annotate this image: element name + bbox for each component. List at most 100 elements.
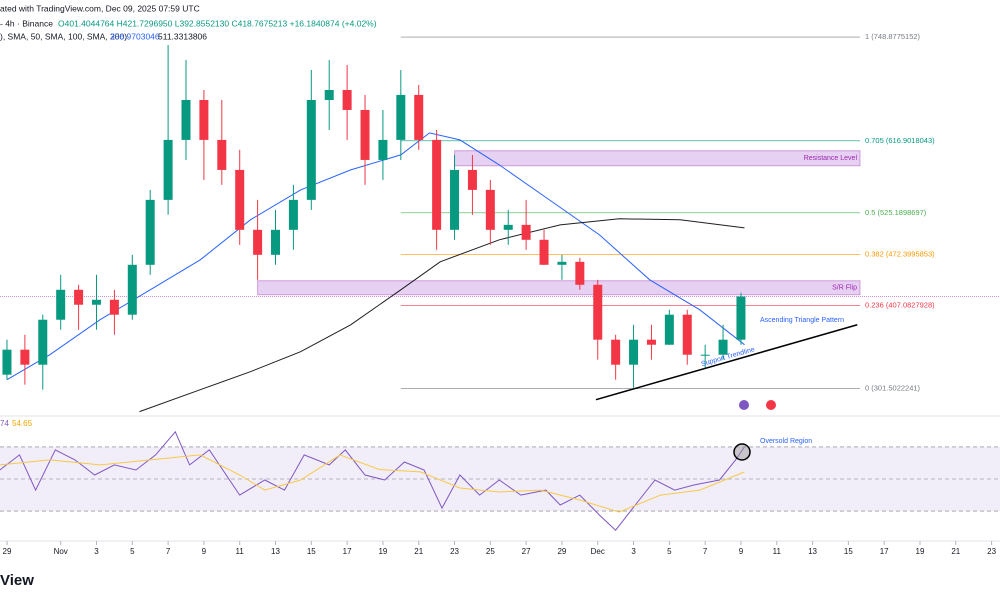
- candle-body: [253, 229, 263, 255]
- candle-body: [306, 99, 316, 200]
- candle-body: [432, 139, 442, 230]
- event-icon: [766, 400, 776, 410]
- candle-body: [271, 229, 281, 255]
- x-tick-label: 19: [378, 547, 387, 556]
- candle-body: [575, 261, 585, 285]
- candle-body: [109, 299, 119, 315]
- oversold-label: Oversold Region: [760, 438, 812, 445]
- candle-body: [20, 349, 30, 365]
- candle-body: [611, 339, 621, 365]
- candle-body: [145, 199, 155, 265]
- candle-body: [378, 139, 388, 160]
- header-line2: - 4h · Binance: [0, 18, 53, 28]
- x-tick-label: 11: [236, 547, 245, 556]
- indicator-line: [0, 430, 745, 531]
- x-tick-label: 19: [916, 547, 925, 556]
- header-line3: ), SMA, 50, SMA, 100, SMA, 200): [0, 31, 127, 41]
- x-tick-label: 3: [94, 547, 99, 556]
- candle-body: [181, 99, 191, 140]
- x-tick-label: 5: [667, 547, 672, 556]
- fib-label: 0.705 (616.9018043): [865, 136, 935, 145]
- header-ma1: 356.9703046: [110, 31, 160, 41]
- candle-body: [629, 339, 639, 365]
- candle-body: [342, 89, 352, 110]
- x-tick-label: 15: [307, 547, 316, 556]
- fib-label: 0.382 (472.3995853): [865, 249, 935, 258]
- candle-body: [593, 284, 603, 340]
- x-tick-label: 9: [739, 547, 744, 556]
- candle-body: [74, 289, 84, 305]
- x-tick-label: 17: [343, 547, 352, 556]
- candle-body: [38, 319, 48, 365]
- x-tick-label: 3: [631, 547, 636, 556]
- candle-body: [485, 189, 495, 230]
- candle-body: [199, 99, 209, 140]
- brand: View: [0, 572, 34, 589]
- candle-body: [56, 289, 66, 320]
- candle-body: [682, 314, 692, 355]
- zone: [257, 280, 861, 296]
- x-tick-label: 21: [414, 547, 423, 556]
- candle-body: [450, 169, 460, 230]
- x-tick-label: 7: [703, 547, 708, 556]
- candle-body: [646, 339, 656, 345]
- candle-body: [539, 239, 549, 265]
- x-tick-label: 17: [880, 547, 889, 556]
- zone-label: Resistance Level: [804, 155, 858, 162]
- x-tick-label: Nov: [54, 547, 68, 556]
- candle-body: [503, 224, 513, 230]
- x-tick-label: 7: [166, 547, 171, 556]
- candle-body: [235, 169, 245, 230]
- candle-body: [360, 109, 370, 160]
- candle-body: [91, 299, 101, 305]
- x-tick-label: 29: [557, 547, 566, 556]
- candle-body: [217, 139, 227, 170]
- x-tick-label: 25: [486, 547, 495, 556]
- x-tick-label: 21: [951, 547, 960, 556]
- zone-label: S/R Flip: [832, 285, 857, 292]
- x-tick-label: 23: [450, 547, 459, 556]
- candle-body: [718, 339, 728, 355]
- rsi-header: 54.65: [12, 419, 33, 428]
- x-tick-label: 13: [271, 547, 280, 556]
- header-line1: ated with TradingView.com, Dec 09, 2025 …: [0, 3, 200, 13]
- candle-body: [2, 349, 12, 375]
- x-tick-label: Dec: [591, 547, 605, 556]
- zone: [454, 150, 861, 167]
- indicator-line: [139, 218, 745, 413]
- header-ma2: 511.3313806: [158, 31, 207, 41]
- event-icon: [739, 400, 749, 410]
- candle-body: [288, 199, 298, 230]
- candle-body: [557, 261, 567, 265]
- x-tick-label: 15: [844, 547, 853, 556]
- x-tick-label: 29: [3, 547, 12, 556]
- highlight-circle: [733, 443, 751, 461]
- x-tick-label: 27: [522, 547, 531, 556]
- candle-body: [414, 94, 424, 140]
- fib-label: 0 (301.5022241): [865, 384, 921, 393]
- x-tick-label: 23: [987, 547, 996, 556]
- fib-label: 0.236 (407.0827928): [865, 301, 935, 310]
- candle-body: [396, 94, 406, 140]
- candle-body: [163, 139, 173, 200]
- trendline: [595, 324, 858, 401]
- header-ohlc: O401.4044764 H421.7296950 L392.8552130 C…: [58, 18, 377, 28]
- x-tick-label: 11: [773, 547, 782, 556]
- indicator-line: [0, 454, 745, 513]
- x-tick-label: 5: [130, 547, 135, 556]
- rsi-header: 74: [0, 419, 9, 428]
- pattern-label: Ascending Triangle Pattern: [760, 317, 844, 324]
- candle-body: [521, 224, 531, 240]
- candle-body: [736, 296, 746, 340]
- fib-label: 1 (748.8775152): [865, 32, 921, 41]
- x-tick-label: 9: [202, 547, 207, 556]
- candle-body: [700, 354, 710, 356]
- candle-body: [467, 169, 477, 190]
- candle-body: [664, 314, 674, 345]
- x-tick-label: 13: [808, 547, 817, 556]
- candle-body: [324, 89, 334, 100]
- candle-body: [127, 264, 137, 315]
